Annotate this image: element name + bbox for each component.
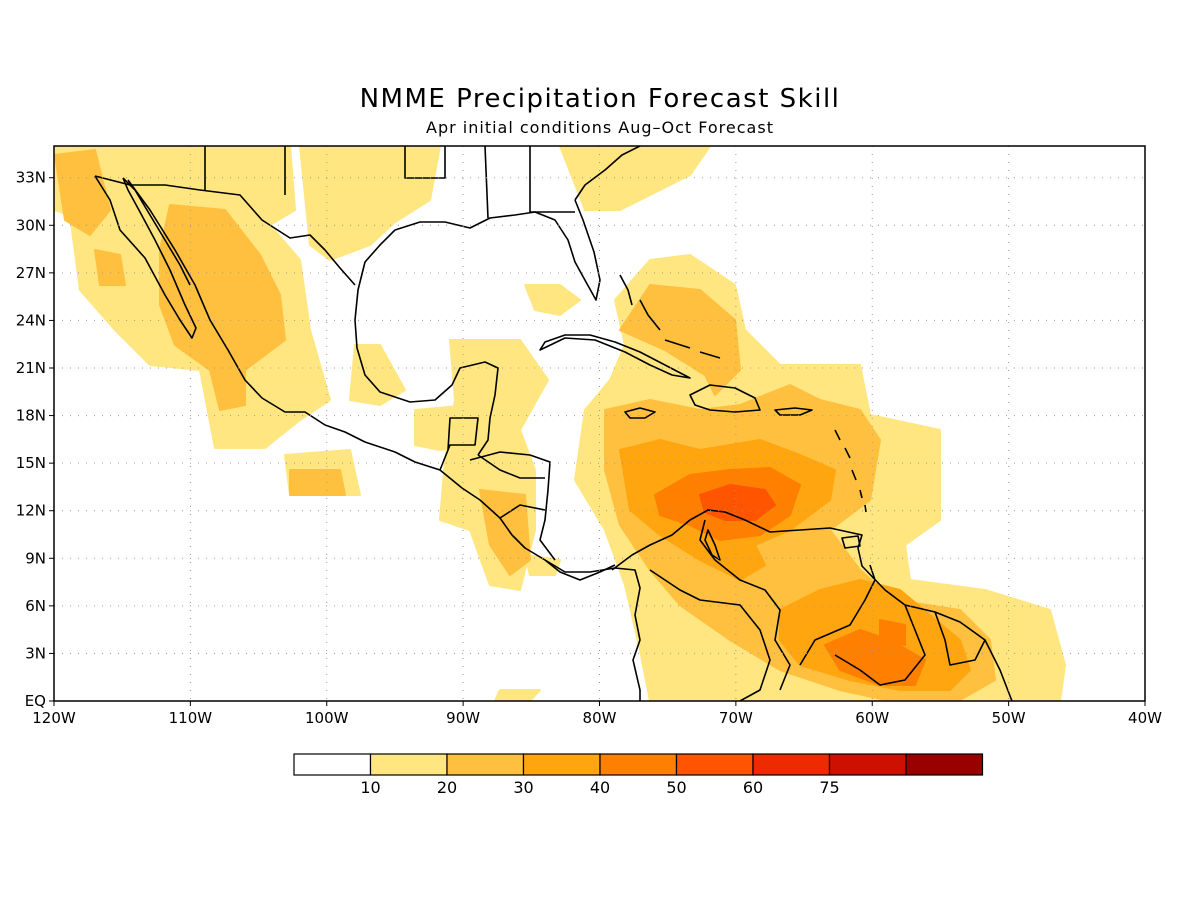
colorbar-swatch [446,753,525,776]
lat-label: 3N [25,644,46,662]
lon-label: 120W [32,709,76,727]
lat-label: 33N [16,169,46,187]
lat-label: 9N [25,549,46,567]
lon-label: 70W [719,709,753,727]
colorbar-swatch [675,753,754,776]
colorbar-label: 50 [666,778,686,797]
lat-label: 27N [16,264,46,282]
colorbar-swatch [828,753,907,776]
coastlines [94,146,1013,701]
lon-label: 90W [446,709,480,727]
lon-label: 100W [305,709,349,727]
lat-label: 15N [16,454,46,472]
lat-label: 12N [16,502,46,520]
colorbar-swatch [369,753,448,776]
colorbar-swatch [905,753,984,776]
lon-label: 40W [1128,709,1162,727]
colorbar: 10 20 30 40 50 60 75 [293,753,984,797]
lon-label: 50W [992,709,1026,727]
colorbar-label: 75 [819,778,839,797]
map-ticks: EQ 3N 6N 9N 12N 15N 18N 21N 24N 27N 30N 33N 120W 110W… [16,169,1162,727]
colorbar-swatch [522,753,601,776]
colorbar-swatch [752,753,831,776]
colorbar-label: 20 [437,778,457,797]
map-title: NMME Precipitation Forecast Skill [359,84,841,114]
lon-label: 80W [583,709,617,727]
colorbar-label: 10 [360,778,380,797]
lat-label: EQ [25,692,46,710]
map-subtitle: Apr initial conditions Aug–Oct Forecast [426,118,774,137]
lat-label: 21N [16,359,46,377]
lon-label: 60W [855,709,889,727]
colorbar-swatch [599,753,678,776]
colorbar-swatch [293,753,372,776]
colorbar-label: 40 [590,778,610,797]
colorbar-label: 60 [743,778,763,797]
lat-label: 24N [16,311,46,329]
lat-label: 18N [16,407,46,425]
skill-shading [54,146,1066,701]
lat-label: 6N [25,597,46,615]
lat-label: 30N [16,216,46,234]
lon-label: 110W [169,709,213,727]
colorbar-label: 30 [513,778,533,797]
